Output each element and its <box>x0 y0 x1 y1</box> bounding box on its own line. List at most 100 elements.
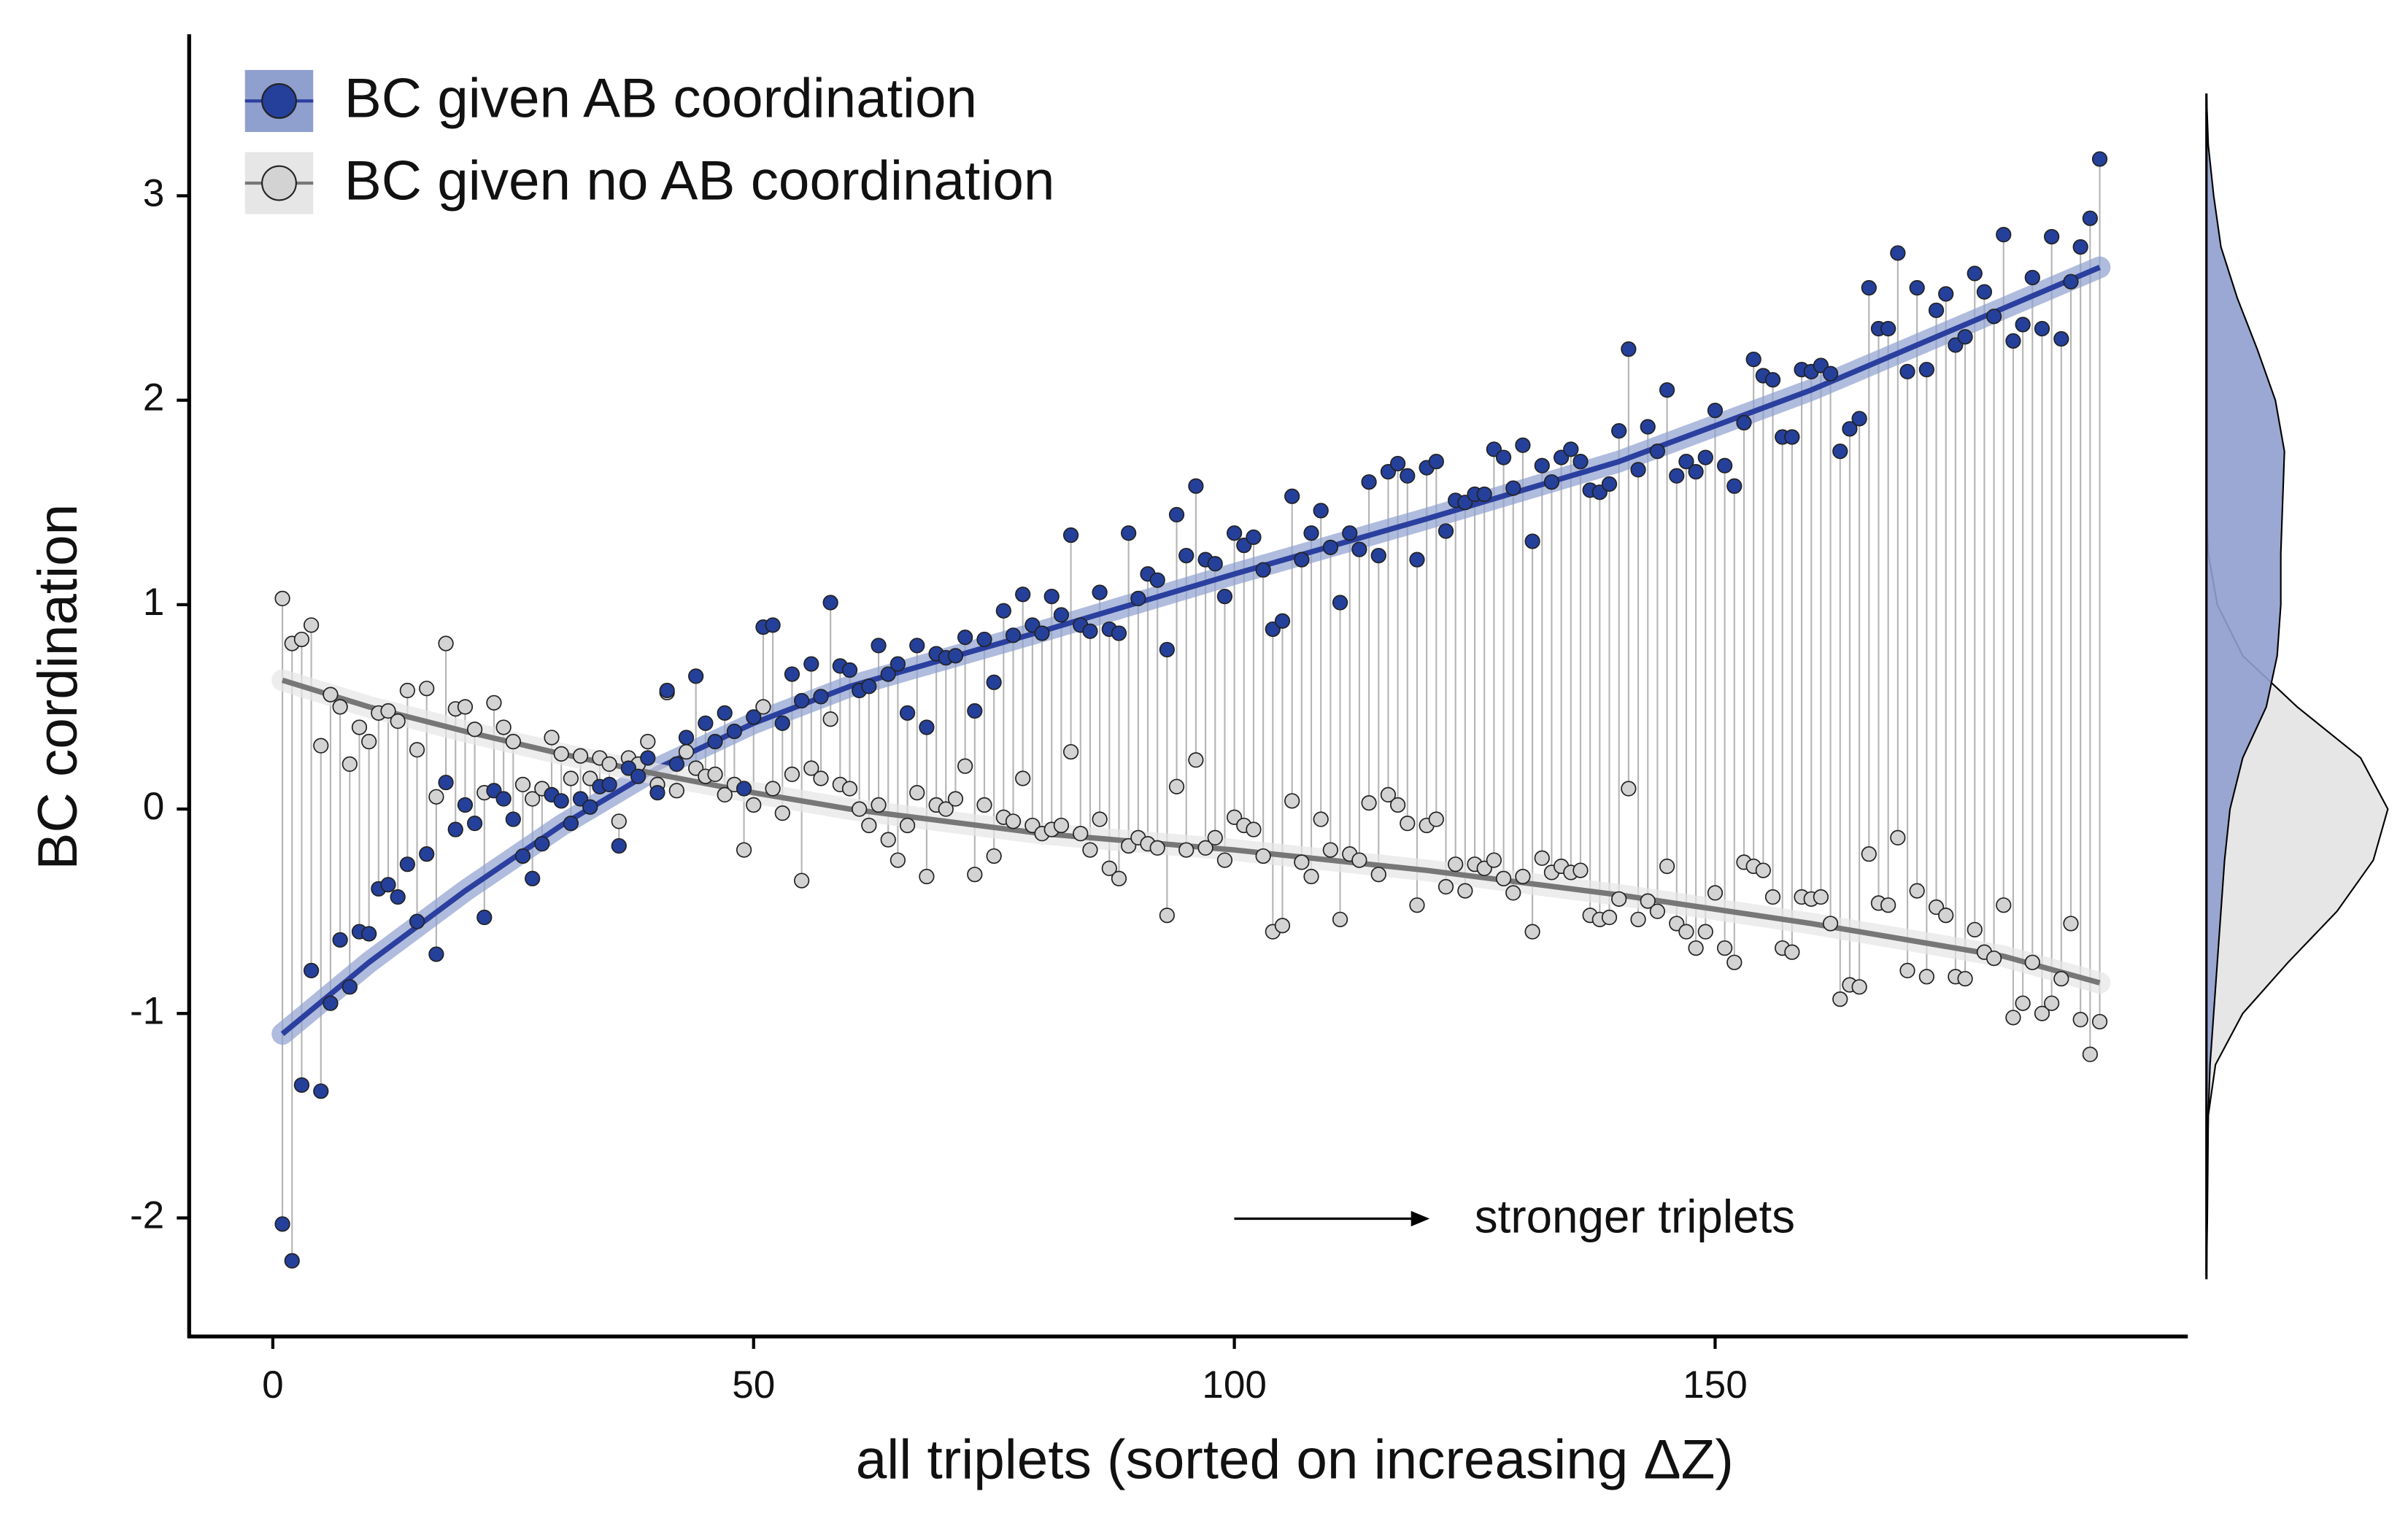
point <box>1678 924 1694 940</box>
point <box>1890 829 1906 846</box>
point <box>544 730 560 746</box>
point <box>1111 870 1127 886</box>
y-tick-label: 0 <box>143 785 165 828</box>
point <box>1659 382 1675 398</box>
point <box>813 689 829 705</box>
point <box>995 603 1011 619</box>
point <box>1178 547 1195 564</box>
point <box>1216 852 1233 868</box>
point <box>640 733 656 750</box>
point <box>736 842 752 858</box>
point <box>2015 995 2031 1011</box>
point <box>495 791 512 807</box>
point <box>1659 858 1675 875</box>
point <box>332 699 348 715</box>
point <box>2024 954 2040 970</box>
point <box>967 867 983 883</box>
point <box>1601 476 1618 492</box>
point <box>457 699 474 715</box>
point <box>1082 842 1098 858</box>
legend-key-point <box>261 165 297 201</box>
point <box>293 631 310 648</box>
point <box>601 776 617 793</box>
point <box>774 715 790 731</box>
point <box>899 705 916 721</box>
point <box>1294 552 1310 568</box>
point <box>1909 883 1925 899</box>
point <box>1053 607 1070 623</box>
point <box>1294 854 1310 870</box>
point <box>1015 587 1031 603</box>
x-tick-label: 0 <box>262 1363 284 1407</box>
point <box>1005 627 1022 643</box>
point <box>1649 903 1666 919</box>
point <box>1697 449 1713 465</box>
point <box>466 816 483 832</box>
point <box>1707 885 1724 901</box>
point <box>1168 506 1185 523</box>
point <box>1611 423 1627 439</box>
point <box>1121 525 1137 541</box>
point <box>1389 797 1406 813</box>
point <box>1111 625 1127 641</box>
point <box>486 695 502 711</box>
point <box>1986 309 2002 325</box>
point <box>649 784 665 801</box>
point <box>1370 867 1386 883</box>
point <box>2005 333 2021 349</box>
point <box>755 699 771 715</box>
point <box>1918 969 1934 985</box>
point <box>1380 786 1397 803</box>
point <box>303 617 320 633</box>
point <box>1274 918 1291 934</box>
point <box>1284 793 1300 809</box>
point <box>1669 468 1685 484</box>
point <box>688 668 704 684</box>
point <box>986 848 1002 864</box>
legend-key-point <box>261 82 297 119</box>
point <box>1015 770 1031 786</box>
point <box>707 733 723 750</box>
point <box>765 781 781 797</box>
point <box>967 703 983 719</box>
point <box>794 692 810 709</box>
point <box>1764 371 1781 388</box>
point <box>1495 870 1512 886</box>
point <box>1092 811 1108 827</box>
point <box>890 852 906 868</box>
point <box>2015 317 2031 333</box>
y-tick-label: -1 <box>130 989 164 1032</box>
point <box>880 666 896 682</box>
point <box>1832 991 1848 1007</box>
point <box>1688 464 1704 480</box>
point <box>563 770 579 786</box>
point <box>1813 889 1829 905</box>
point <box>1457 883 1473 899</box>
point <box>476 909 493 926</box>
point <box>1967 921 1983 937</box>
point <box>1630 911 1646 927</box>
point <box>1246 529 1262 545</box>
point <box>534 836 550 852</box>
point <box>841 781 858 797</box>
point <box>1572 862 1589 878</box>
point <box>2063 274 2079 290</box>
point <box>2053 330 2069 347</box>
point <box>1101 860 1117 876</box>
point <box>1717 457 1733 473</box>
point <box>1601 909 1618 926</box>
point <box>1861 846 1877 862</box>
point <box>1505 480 1521 496</box>
point <box>678 730 695 746</box>
point <box>1640 893 1656 909</box>
point <box>1726 954 1743 970</box>
point <box>1226 525 1243 541</box>
point <box>1188 478 1204 494</box>
point <box>457 797 474 813</box>
x-tick-label: 100 <box>1202 1363 1267 1407</box>
point <box>428 946 444 962</box>
point <box>707 766 723 783</box>
point <box>303 962 320 979</box>
point <box>784 766 800 783</box>
point <box>284 1253 300 1269</box>
